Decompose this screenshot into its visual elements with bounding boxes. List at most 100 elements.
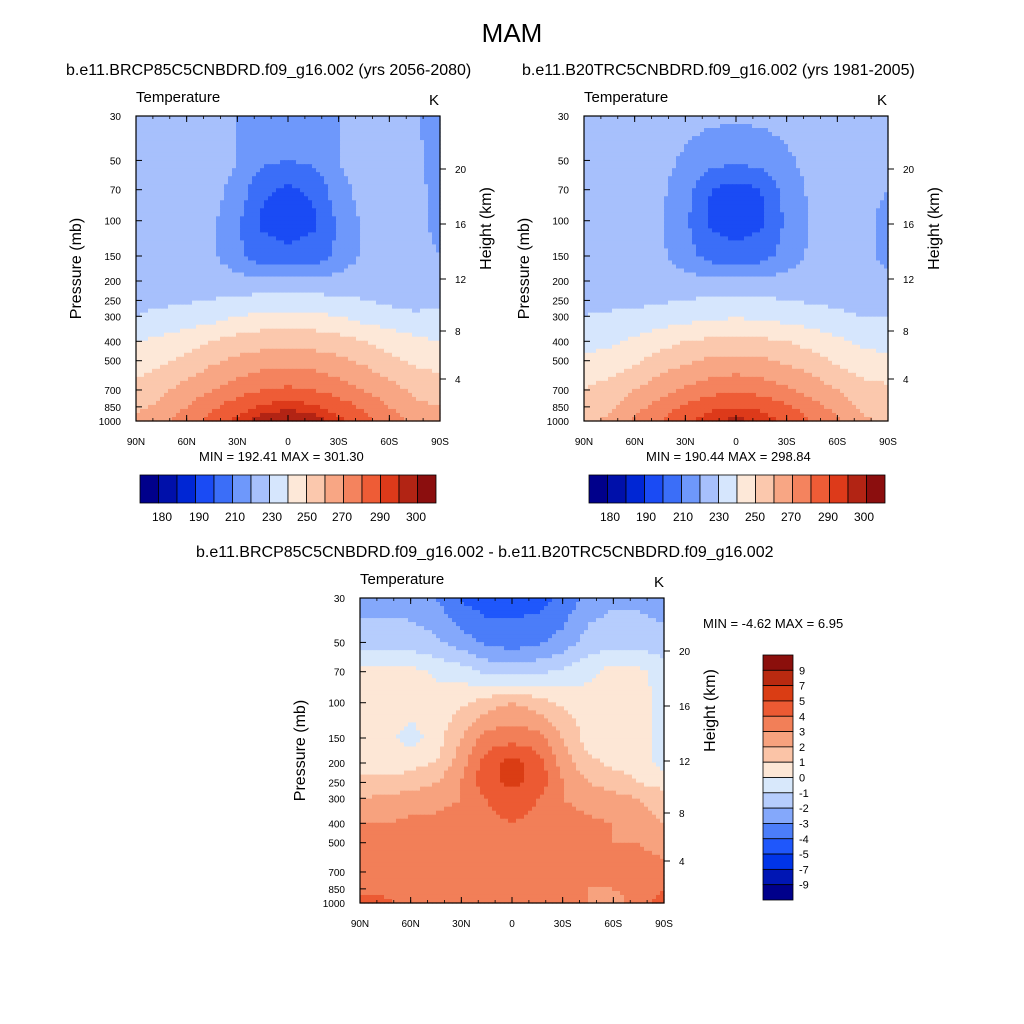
y-tick-label: 1000 (323, 899, 346, 910)
colorbar-label: 300 (854, 510, 874, 524)
colorbar-label: 250 (745, 510, 765, 524)
x-tick-label: 30S (330, 437, 348, 448)
colorbar-label: 180 (600, 510, 620, 524)
y-tick-label: 200 (104, 277, 121, 288)
y-tick-label: 70 (110, 186, 122, 197)
y-axis-title: Pressure (mb) (68, 218, 85, 319)
x-tick-label: 90N (351, 919, 369, 930)
colorbar-swatch (213, 474, 233, 504)
y-tick-label: 250 (328, 778, 345, 789)
y-tick-label: 500 (104, 357, 121, 368)
y-tick-label: 700 (552, 386, 569, 397)
height-tick-label: 8 (455, 327, 461, 338)
panel-future-title: b.e11.BRCP85C5CNBDRD.f09_g16.002 (yrs 20… (66, 62, 472, 79)
colorbar-label: -2 (799, 803, 809, 815)
colorbar-swatch (607, 474, 627, 504)
x-tick-label: 60S (380, 437, 398, 448)
colorbar-swatch (625, 474, 645, 504)
colorbar-swatch (762, 868, 794, 886)
y-tick-label: 250 (104, 296, 121, 307)
y-tick-label: 400 (552, 337, 569, 348)
y-tick-label: 50 (558, 156, 570, 167)
colorbar-label: -7 (799, 864, 809, 876)
panel-historical-title: b.e11.B20TRC5CNBDRD.f09_g16.002 (yrs 198… (522, 62, 915, 79)
y-tick-label: 700 (104, 386, 121, 397)
colorbar-swatch (139, 474, 159, 504)
x-tick-label: 60S (828, 437, 846, 448)
colorbar-label: 300 (406, 510, 426, 524)
y-tick-label: 200 (552, 277, 569, 288)
x-tick-label: 30S (778, 437, 796, 448)
colorbar-swatch (176, 474, 196, 504)
x-tick-label: 0 (509, 919, 515, 930)
colorbar-swatch (644, 474, 664, 504)
y-tick-label: 700 (328, 868, 345, 879)
x-tick-label: 30N (228, 437, 246, 448)
colorbar-swatch (762, 884, 794, 901)
colorbar-swatch (417, 474, 437, 504)
colorbar-swatch (762, 823, 794, 840)
colorbar-swatch (718, 474, 738, 504)
y-tick-label: 850 (552, 403, 569, 414)
y-tick-label: 850 (104, 403, 121, 414)
colorbar-swatch (762, 700, 794, 717)
height-tick-label: 12 (455, 275, 467, 286)
contour-field-historical (584, 116, 889, 422)
panel-difference-units: K (654, 574, 665, 591)
y-tick-label: 70 (334, 668, 346, 679)
colorbar-swatch (287, 474, 307, 504)
height-axis-title: Height (km) (702, 669, 719, 752)
y-tick-label: 150 (104, 252, 121, 263)
height-tick-label: 4 (455, 375, 461, 386)
y-tick-label: 30 (558, 112, 570, 123)
colorbar-swatch (829, 474, 849, 504)
x-tick-label: 90S (655, 919, 673, 930)
colorbar-label: 230 (709, 510, 729, 524)
colorbar-label: 190 (189, 510, 209, 524)
x-tick-label: 60S (604, 919, 622, 930)
colorbar-swatch (588, 474, 608, 504)
colorbar-label: 9 (799, 665, 805, 677)
height-tick-label: 4 (679, 857, 685, 868)
colorbar-swatch (762, 685, 794, 702)
y-tick-label: 250 (552, 296, 569, 307)
colorbar-label: 5 (799, 696, 805, 708)
colorbar-swatch (762, 715, 794, 732)
y-tick-label: 850 (328, 885, 345, 896)
colorbar-swatch (810, 474, 830, 504)
colorbar-label: -3 (799, 818, 809, 830)
y-tick-label: 100 (552, 217, 569, 228)
contour-field-difference (360, 598, 665, 904)
y-tick-label: 100 (104, 217, 121, 228)
colorbar-swatch (306, 474, 326, 504)
colorbar-swatch (792, 474, 812, 504)
x-tick-label: 60N (177, 437, 195, 448)
height-tick-label: 20 (455, 165, 467, 176)
panel-historical-units: K (877, 92, 888, 109)
x-tick-label: 90N (127, 437, 145, 448)
colorbar-swatch (762, 777, 794, 794)
y-tick-label: 300 (104, 312, 121, 323)
colorbar-label: 180 (152, 510, 172, 524)
y-tick-label: 50 (334, 638, 346, 649)
colorbar-swatch (681, 474, 701, 504)
colorbar-swatch (195, 474, 215, 504)
colorbar-swatch (755, 474, 775, 504)
y-tick-label: 50 (110, 156, 122, 167)
y-tick-label: 150 (552, 252, 569, 263)
panel-historical-field-label: Temperature (584, 89, 669, 106)
colorbar-swatch (269, 474, 289, 504)
colorbar-swatch (773, 474, 793, 504)
y-axis-title: Pressure (mb) (292, 700, 309, 801)
panel-future-minmax: MIN = 192.41 MAX = 301.30 (199, 449, 364, 464)
x-tick-label: 90S (879, 437, 897, 448)
y-tick-label: 30 (334, 594, 346, 605)
colorbar-label: 210 (673, 510, 693, 524)
colorbar-label: 0 (799, 773, 805, 785)
height-tick-label: 16 (903, 220, 915, 231)
colorbar-label: 270 (781, 510, 801, 524)
colorbar-swatch (343, 474, 363, 504)
y-tick-label: 30 (110, 112, 122, 123)
colorbar-swatch (762, 654, 794, 671)
